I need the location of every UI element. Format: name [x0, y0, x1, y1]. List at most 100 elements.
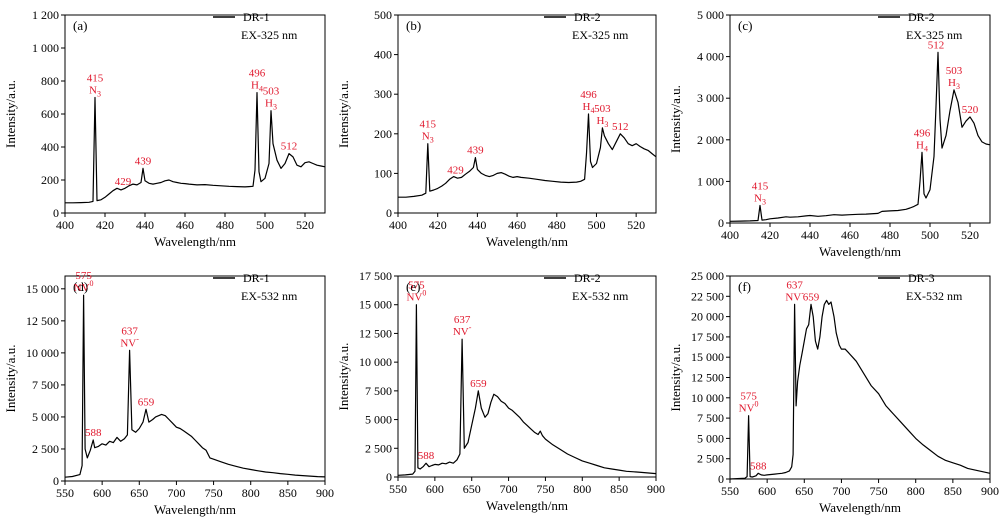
x-tick-label: 800 — [242, 486, 260, 500]
peak-annotation: 659 — [470, 378, 487, 390]
x-tick-label: 460 — [176, 218, 194, 232]
peak-annotation: 415 — [752, 181, 769, 193]
x-tick-label: 550 — [721, 484, 739, 498]
panel-b: 400 420 440 460 480 500 520 0 100 200 300 400 500 Wav… — [336, 8, 657, 249]
y-tick-label: 7 500 — [697, 411, 724, 425]
x-tick-label: 750 — [536, 482, 554, 496]
x-tick-label: 850 — [610, 482, 628, 496]
x-axis-label: Wavelength/nm — [486, 234, 568, 249]
peak-annotation: 659 — [138, 396, 155, 408]
peak-annotation: 575 — [75, 270, 92, 282]
y-tick-label: 1 000 — [697, 174, 724, 188]
y-tick-label: 2 500 — [697, 452, 724, 466]
x-tick-label: 480 — [548, 218, 566, 232]
y-tick-label: 10 000 — [359, 355, 392, 369]
peak-annotation: 588 — [418, 450, 435, 462]
y-tick-label: 5 000 — [697, 8, 724, 22]
y-tick-label: 15 000 — [359, 298, 392, 312]
peak-annotation: NV- — [453, 323, 472, 338]
peak-annotation: H3 — [948, 77, 960, 91]
peak-annotation: H4 — [251, 80, 263, 94]
x-tick-label: 460 — [508, 218, 526, 232]
x-tick-label: 650 — [463, 482, 481, 496]
x-tick-label: 460 — [841, 228, 859, 242]
x-tick-label: 600 — [93, 486, 111, 500]
x-axis-label: Wavelength/nm — [819, 244, 901, 259]
y-tick-label: 400 — [374, 48, 392, 62]
y-tick-label: 2 500 — [32, 442, 59, 456]
peak-annotation: 496 — [580, 89, 597, 101]
peak-annotation: 439 — [135, 155, 152, 167]
legend-series-label: DR-2 — [908, 10, 935, 24]
legend-note: EX-532 nm — [241, 289, 298, 303]
y-tick-label: 1 000 — [32, 41, 59, 55]
x-tick-label: 650 — [795, 484, 813, 498]
y-tick-label: 15 000 — [691, 350, 724, 364]
peak-annotation: 496 — [914, 127, 931, 139]
series-line — [64, 294, 326, 478]
peak-annotation: NV0 — [739, 400, 759, 415]
x-tick-label: 520 — [627, 218, 645, 232]
legend-note: EX-325 nm — [572, 28, 629, 42]
y-tick-label: 0 — [53, 206, 59, 220]
series-line — [398, 113, 657, 198]
y-axis-label: Intensity/a.u. — [3, 345, 18, 413]
y-tick-label: 100 — [374, 166, 392, 180]
legend-note: EX-532 nm — [572, 289, 629, 303]
panel-e: 550 600 650 700 750 800 850 900 0 2 500 5 000 7 500… — [336, 269, 665, 513]
x-tick-label: 400 — [389, 218, 407, 232]
peak-annotation: 659 — [803, 291, 820, 303]
x-tick-label: 800 — [907, 484, 925, 498]
peak-annotation: H3 — [265, 98, 277, 112]
y-tick-label: 0 — [53, 474, 59, 488]
y-tick-label: 2 000 — [697, 133, 724, 147]
peak-annotation: NV- — [120, 334, 139, 349]
y-tick-label: 600 — [41, 107, 59, 121]
peak-annotation: 575 — [740, 391, 757, 403]
x-tick-label: 440 — [801, 228, 819, 242]
y-tick-label: 0 — [718, 216, 724, 230]
plot-frame — [729, 14, 991, 224]
y-tick-label: 2 500 — [365, 441, 392, 455]
y-tick-label: 10 000 — [691, 391, 724, 405]
y-tick-label: 3 000 — [697, 91, 724, 105]
peak-annotation: 512 — [612, 121, 629, 133]
x-tick-label: 550 — [389, 482, 407, 496]
plot-frame — [64, 14, 326, 214]
y-tick-label: 20 000 — [691, 310, 724, 324]
x-tick-label: 800 — [573, 482, 591, 496]
peak-annotation: 429 — [115, 176, 132, 188]
panel-label: (b) — [406, 18, 421, 33]
panel-f: 550 600 650 700 750 800 850 900 0 2 500 5 000 7 500… — [668, 269, 999, 515]
y-tick-label: 800 — [41, 74, 59, 88]
x-tick-label: 500 — [587, 218, 605, 232]
x-axis-label: Wavelength/nm — [486, 498, 568, 513]
x-tick-label: 700 — [167, 486, 185, 500]
peak-annotation: 415 — [87, 73, 104, 85]
x-tick-label: 520 — [961, 228, 979, 242]
y-tick-label: 200 — [41, 173, 59, 187]
peak-annotation: 415 — [420, 119, 437, 131]
peak-annotation: 439 — [467, 145, 484, 157]
peak-annotation: H4 — [583, 101, 595, 115]
peak-annotation: N3 — [422, 131, 434, 145]
x-tick-label: 700 — [500, 482, 518, 496]
y-axis-label: Intensity/a.u. — [336, 343, 351, 411]
y-tick-label: 22 500 — [691, 289, 724, 303]
plot-frame — [729, 275, 991, 480]
x-tick-label: 600 — [426, 482, 444, 496]
y-tick-label: 7 500 — [365, 384, 392, 398]
peak-annotation: NV- — [785, 288, 804, 303]
y-tick-label: 300 — [374, 87, 392, 101]
x-axis-label: Wavelength/nm — [819, 500, 901, 515]
panel-label: (e) — [406, 279, 420, 294]
y-axis-label: Intensity/a.u. — [3, 80, 18, 148]
y-axis-label: Intensity/a.u. — [668, 344, 683, 412]
legend-note: EX-532 nm — [906, 289, 963, 303]
x-tick-label: 900 — [647, 482, 665, 496]
x-tick-label: 420 — [96, 218, 114, 232]
y-tick-label: 7 500 — [32, 378, 59, 392]
panel-label: (c) — [738, 18, 752, 33]
legend-note: EX-325 nm — [241, 28, 298, 42]
